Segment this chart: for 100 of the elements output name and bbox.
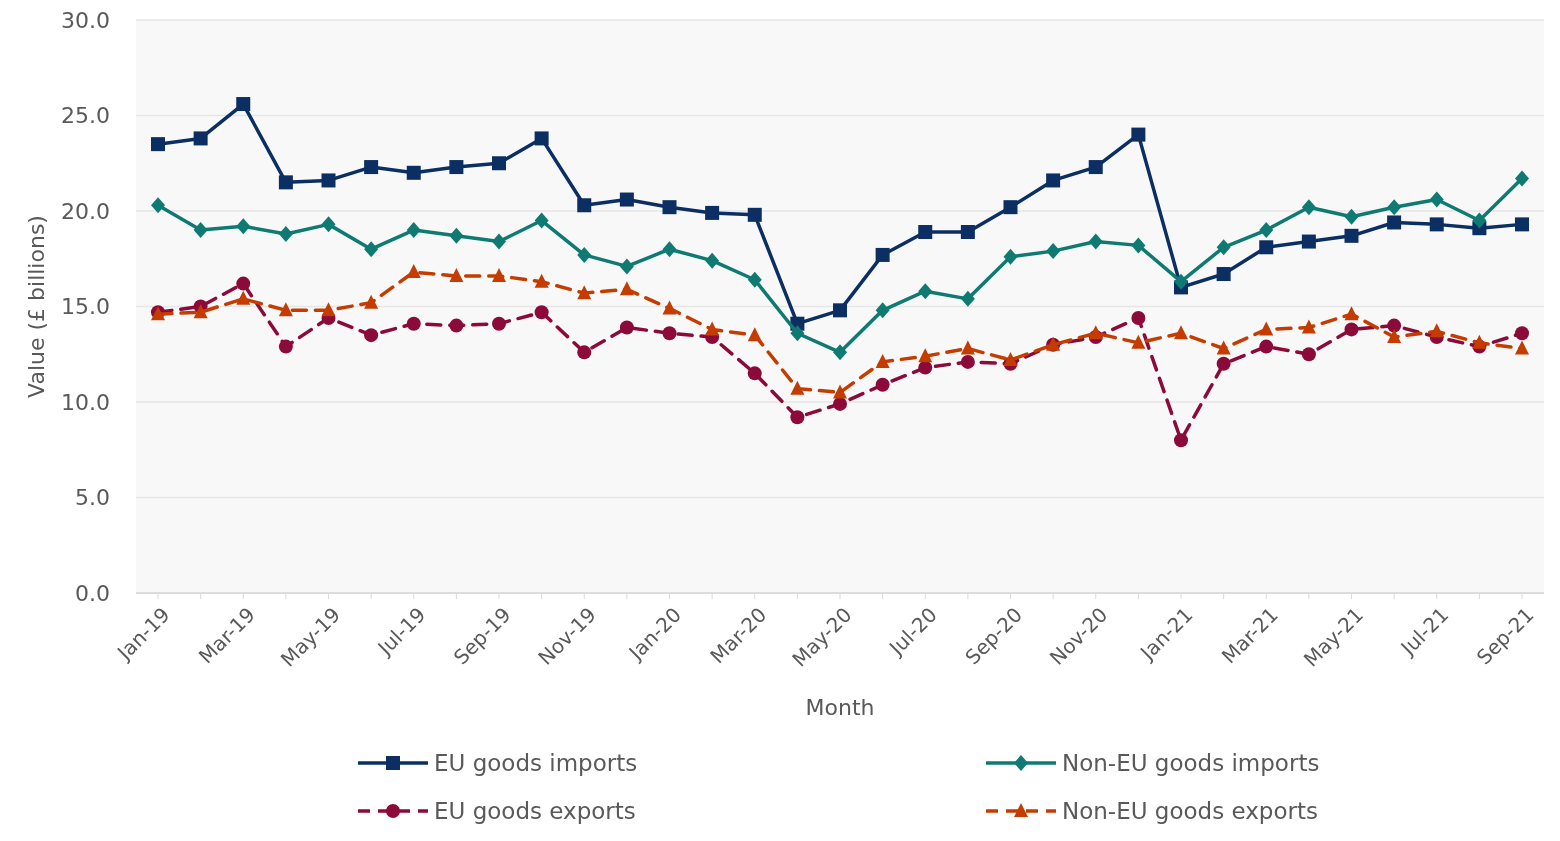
point [534,212,549,229]
point [1515,170,1529,187]
point [151,197,165,214]
point [1472,334,1487,349]
point [236,276,251,291]
point [1429,323,1444,338]
point [236,97,251,112]
point [662,200,677,215]
point [790,410,805,425]
point [1046,173,1061,188]
point [577,198,592,213]
point [1088,325,1103,340]
point [1387,199,1402,216]
point [662,241,677,258]
point [1216,267,1231,282]
point [1131,127,1146,142]
point [492,233,506,250]
y-tick-label: 25.0 [61,103,110,129]
point [492,316,506,331]
point [1301,234,1316,249]
point [705,252,720,269]
point [833,384,847,399]
point [492,267,506,282]
point [1216,340,1231,355]
point [833,303,847,318]
point [875,247,890,262]
point [1003,351,1018,366]
point [1216,356,1231,371]
point [1174,433,1188,448]
legend-label: EU goods imports [434,750,638,777]
point [1259,321,1274,336]
point [193,304,208,319]
point [1387,318,1402,333]
point [747,207,762,222]
point [747,327,762,342]
point [1429,191,1444,208]
point [321,216,336,233]
point [875,302,890,319]
point [1216,239,1231,256]
point [619,258,634,275]
point [1515,340,1529,355]
point [918,225,933,240]
point [1301,199,1316,216]
point [193,131,208,146]
point [406,165,421,180]
point [236,218,251,235]
point [1515,326,1529,341]
point [1429,217,1444,232]
point [1131,334,1146,349]
point [1301,319,1316,334]
point [278,225,293,242]
point [406,222,421,239]
point [619,192,634,207]
point [449,318,464,333]
point [833,396,847,411]
point [1003,248,1018,265]
point [960,290,975,307]
point [1259,240,1274,255]
point [449,227,464,244]
point [1131,237,1146,254]
point [1259,222,1274,239]
point [960,354,975,369]
point [662,300,677,315]
point [534,273,549,288]
point [321,302,336,317]
x-axis-title: Month [805,695,875,720]
point [577,345,592,360]
point [1472,212,1487,229]
legend-label: EU goods exports [434,798,636,825]
point [1344,208,1359,225]
point [449,267,464,282]
y-tick-label: 10.0 [61,389,110,415]
legend-label: Non-EU goods imports [1062,750,1320,777]
point [1003,200,1018,215]
point [1046,243,1061,260]
point [278,339,293,354]
point [577,285,592,300]
point [1344,306,1359,321]
point [619,320,634,335]
point [1301,347,1316,362]
point [1259,339,1274,354]
point [1387,215,1402,230]
point [364,328,379,343]
point [705,205,720,220]
point [321,173,336,188]
point [449,160,464,175]
point [875,353,890,368]
point [406,316,421,331]
point [1344,228,1359,243]
point [278,175,293,190]
point [918,360,933,375]
point [747,366,762,381]
point [364,160,379,175]
point [364,241,379,258]
point [705,321,720,336]
y-tick-label: 15.0 [61,294,110,320]
legend-label: Non-EU goods exports [1062,798,1318,825]
point [960,225,975,240]
point [534,131,549,146]
point [1131,310,1146,325]
